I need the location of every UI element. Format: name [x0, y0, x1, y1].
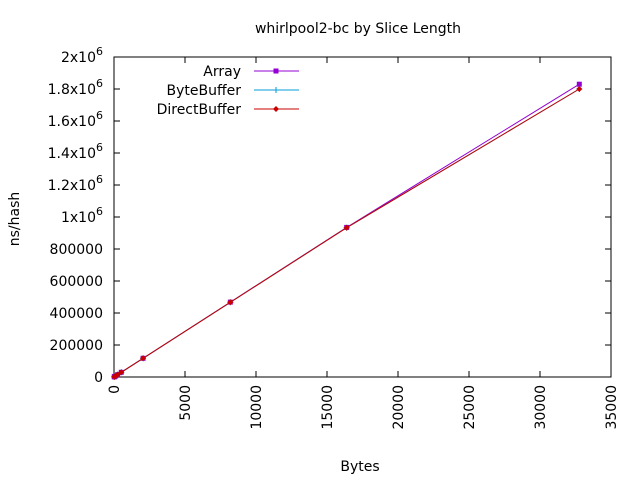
chart-title: whirlpool2-bc by Slice Length	[255, 21, 461, 37]
y-tick-label: 200000	[50, 338, 103, 354]
legend-label: ByteBuffer	[167, 83, 242, 99]
y-tick-label: 1.2x106	[48, 173, 103, 194]
data-point-directbuffer	[140, 355, 147, 362]
y-tick-exponent: 6	[96, 77, 103, 90]
x-tick-label: 30000	[533, 385, 549, 430]
y-tick-mantissa: 200000	[50, 338, 103, 354]
y-tick-label: 2x106	[61, 45, 103, 66]
series-directbuffer	[111, 86, 583, 380]
legend-item-bytebuffer: ByteBuffer	[167, 83, 299, 99]
series-bytebuffer	[111, 86, 583, 380]
y-tick-label: 1.8x106	[48, 77, 103, 98]
y-tick-exponent: 6	[96, 45, 103, 58]
y-tick-label: 600000	[50, 274, 103, 290]
legend-label: Array	[203, 64, 241, 80]
x-tick-label: 25000	[462, 385, 478, 430]
y-tick-mantissa: 0	[94, 370, 103, 386]
legend-swatch-marker	[273, 68, 279, 74]
y-tick-mantissa: 1x10	[61, 210, 96, 226]
x-tick-label: 35000	[604, 385, 620, 430]
y-tick-mantissa: 1.6x10	[48, 114, 96, 130]
data-point-array	[576, 81, 582, 87]
y-tick-label: 1.6x106	[48, 109, 103, 130]
x-tick-label: 5000	[178, 385, 194, 421]
legend-label: DirectBuffer	[157, 102, 242, 118]
x-tick-label: 20000	[391, 385, 407, 430]
y-tick-label: 400000	[50, 306, 103, 322]
series-line-directbuffer	[113, 88, 580, 378]
y-tick-label: 0	[94, 370, 103, 386]
series-layer	[111, 81, 583, 380]
legend: Array ByteBuffer DirectBuffer	[157, 64, 299, 118]
x-axis-title: Bytes	[340, 459, 379, 475]
series-line-bytebuffer	[113, 88, 580, 378]
y-tick-label: 800000	[50, 242, 103, 258]
y-tick-label: 1.4x106	[48, 141, 103, 162]
x-axis: 0 5000 10000 15000 20000 25000 30000 35000	[107, 57, 620, 430]
y-tick-exponent: 6	[96, 109, 103, 122]
y-tick-mantissa: 600000	[50, 274, 103, 290]
data-point-directbuffer	[576, 86, 583, 92]
y-tick-mantissa: 2x10	[61, 50, 96, 66]
y-axis: 02000004000006000008000001x1061.2x1061.4…	[48, 45, 611, 386]
y-tick-mantissa: 1.2x10	[48, 178, 96, 194]
y-tick-exponent: 6	[96, 205, 103, 218]
legend-item-array: Array	[203, 64, 299, 80]
x-tick-label: 15000	[320, 385, 336, 430]
x-tick-label: 10000	[249, 385, 265, 430]
y-tick-label: 1x106	[61, 205, 103, 226]
legend-swatch-marker	[273, 106, 279, 112]
y-tick-exponent: 6	[96, 141, 103, 154]
y-tick-exponent: 6	[96, 173, 103, 186]
y-tick-mantissa: 1.4x10	[48, 146, 96, 162]
data-point-directbuffer	[227, 299, 234, 306]
x-tick-label: 0	[107, 385, 123, 394]
legend-swatch-marker	[273, 87, 279, 93]
y-tick-mantissa: 400000	[50, 306, 103, 322]
y-axis-title: ns/hash	[7, 192, 23, 247]
legend-item-directbuffer: DirectBuffer	[157, 102, 299, 118]
data-point-directbuffer	[118, 369, 125, 376]
data-point-directbuffer	[343, 224, 350, 231]
y-tick-mantissa: 800000	[50, 242, 103, 258]
y-tick-mantissa: 1.8x10	[48, 82, 96, 98]
